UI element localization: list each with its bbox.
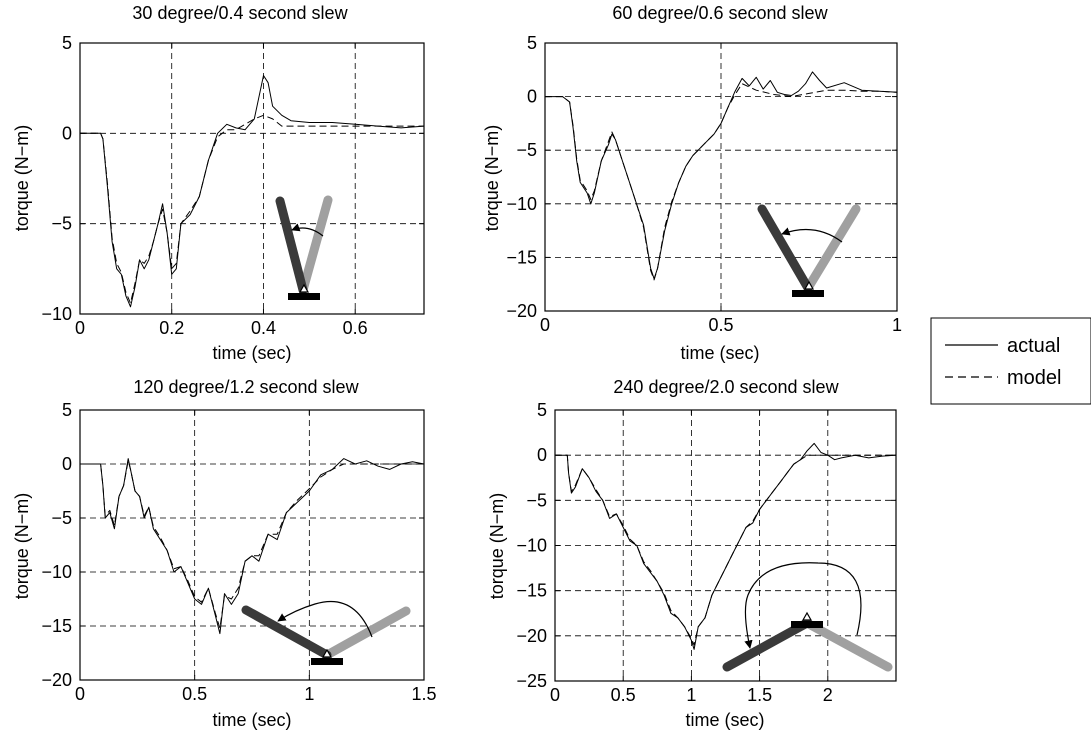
y-tick-label: 0 <box>527 87 537 107</box>
x-ticks: 0 0.5 1 1.5 2 <box>550 410 833 705</box>
plot-area <box>79 409 425 681</box>
series-lines <box>80 458 425 635</box>
x-tick-label: 0 <box>75 318 85 338</box>
y-tick-label: −5 <box>526 490 547 510</box>
y-tick-label: −10 <box>41 562 72 582</box>
x-axis-label: time (sec) <box>685 710 764 730</box>
series-lines <box>555 442 897 650</box>
panel-120-degree: 120 degree/1.2 second slew 0 0.5 1 1.5 −20−… <box>12 377 437 730</box>
x-tick-label: 0 <box>540 315 550 335</box>
slew-diagram-30-degree-icon <box>275 195 333 300</box>
gridlines <box>80 43 424 314</box>
y-ticks: −20 −15 −10 −5 0 5 <box>41 400 424 690</box>
y-axis-label: torque (N−m) <box>482 125 502 232</box>
y-tick-label: 0 <box>62 123 72 143</box>
panel-240-degree: 240 degree/2.0 second slew 0 0.5 1 1.5 2 −25… <box>487 377 897 730</box>
x-tick-label: 0.5 <box>182 684 207 704</box>
y-tick-label: −15 <box>516 581 547 601</box>
y-tick-label: 5 <box>62 400 72 420</box>
y-tick-label: −5 <box>51 508 72 528</box>
y-ticks: −20 −15 −10 −5 0 5 <box>506 33 897 321</box>
y-tick-label: 5 <box>62 33 72 53</box>
y-tick-label: 0 <box>537 445 547 465</box>
slew-diagram-120-degree-icon <box>241 600 411 665</box>
gridlines <box>545 43 897 311</box>
x-tick-label: 0 <box>550 685 560 705</box>
x-ticks: 0 0.2 0.4 0.6 <box>75 43 368 338</box>
series-actual-line <box>555 442 897 650</box>
y-tick-label: −10 <box>41 304 72 324</box>
y-tick-label: 5 <box>527 33 537 53</box>
y-ticks: −10 −5 0 5 <box>41 33 424 324</box>
legend-actual-label: actual <box>1007 335 1060 357</box>
y-tick-label: −15 <box>506 247 537 267</box>
series-model-line <box>545 83 898 281</box>
y-tick-label: −15 <box>41 616 72 636</box>
x-ticks: 0 0.5 1 1.5 <box>75 410 437 704</box>
gridlines <box>80 410 424 680</box>
y-tick-label: −10 <box>516 536 547 556</box>
x-tick-label: 2 <box>823 685 833 705</box>
x-tick-label: 1 <box>686 685 696 705</box>
y-tick-label: −20 <box>516 626 547 646</box>
x-axis-label: time (sec) <box>212 710 291 730</box>
series-lines <box>80 75 425 308</box>
chart-title: 60 degree/0.6 second slew <box>612 3 828 23</box>
slew-diagram-60-degree-icon <box>757 204 861 297</box>
x-tick-label: 1 <box>892 315 902 335</box>
legend-box <box>930 317 1091 405</box>
y-tick-label: −5 <box>516 140 537 160</box>
x-tick-label: 0.6 <box>343 318 368 338</box>
series-lines <box>545 71 898 281</box>
x-tick-label: 1.5 <box>747 685 772 705</box>
y-axis-label: torque (N−m) <box>12 125 32 232</box>
y-axis-label: torque (N−m) <box>12 493 32 600</box>
y-tick-label: −5 <box>51 214 72 234</box>
series-model-line <box>80 460 424 629</box>
legend: actual model <box>930 317 1091 405</box>
series-actual-line <box>80 75 425 308</box>
y-tick-label: 5 <box>537 400 547 420</box>
panel-60-degree: 60 degree/0.6 second slew 0 0.5 1 −20−15−1… <box>482 3 902 363</box>
x-tick-label: 0.5 <box>708 315 733 335</box>
x-tick-label: 0.5 <box>611 685 636 705</box>
y-tick-label: 0 <box>62 454 72 474</box>
chart-title: 240 degree/2.0 second slew <box>613 377 839 397</box>
y-tick-label: −20 <box>506 301 537 321</box>
y-tick-label: −20 <box>41 670 72 690</box>
x-tick-label: 1 <box>304 684 314 704</box>
series-model-line <box>80 114 424 304</box>
plot-area <box>79 42 425 315</box>
legend-model-label: model <box>1007 367 1061 389</box>
y-tick-label: −25 <box>516 671 547 691</box>
chart-title: 30 degree/0.4 second slew <box>132 3 348 23</box>
series-model-line <box>555 454 896 646</box>
x-tick-label: 1.5 <box>411 684 436 704</box>
chart-title: 120 degree/1.2 second slew <box>133 377 359 397</box>
x-tick-label: 0 <box>75 684 85 704</box>
y-axis-label: torque (N−m) <box>487 493 507 600</box>
x-tick-label: 0.4 <box>251 318 276 338</box>
x-axis-label: time (sec) <box>680 343 759 363</box>
x-ticks: 0 0.5 1 <box>540 43 902 335</box>
panel-30-degree: 30 degree/0.4 second slew 0 0.2 0.4 0.6 −10… <box>12 3 425 363</box>
x-axis-label: time (sec) <box>212 343 291 363</box>
slew-diagram-240-degree-icon <box>722 562 893 672</box>
x-tick-label: 0.2 <box>159 318 184 338</box>
series-actual-line <box>545 71 898 280</box>
y-tick-label: −10 <box>506 194 537 214</box>
series-actual-line <box>80 458 425 635</box>
